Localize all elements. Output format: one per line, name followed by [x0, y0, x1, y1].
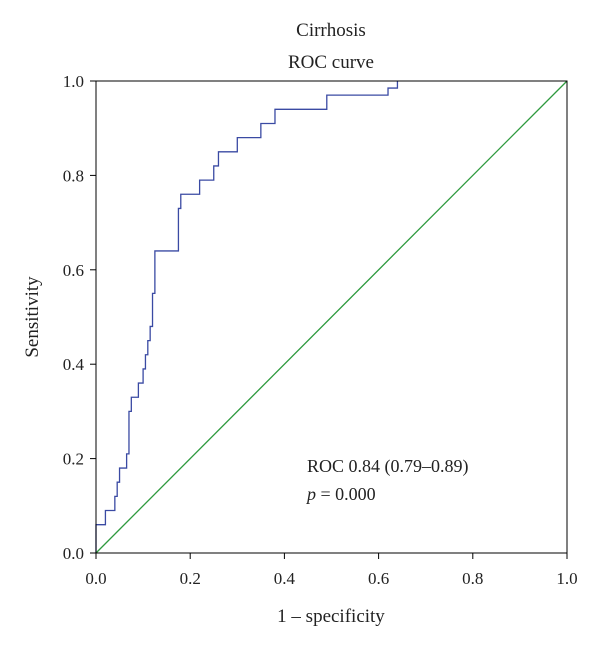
chart-subtitle: ROC curve — [288, 52, 374, 73]
x-tick-label: 0.2 — [180, 569, 201, 588]
y-tick-label: 1.0 — [63, 72, 84, 91]
x-tick-label: 0.6 — [368, 569, 389, 588]
x-tick-label: 0.0 — [85, 569, 106, 588]
x-tick-label: 1.0 — [556, 569, 577, 588]
y-axis-title: Sensitivity — [22, 276, 43, 358]
p-value-annotation: p = 0.000 — [305, 484, 376, 504]
auc-annotation: ROC 0.84 (0.79–0.89) — [307, 456, 469, 477]
p-value-text: = 0.000 — [316, 484, 376, 504]
x-axis-title: 1 – specificity — [277, 606, 385, 627]
y-tick-label: 0.8 — [63, 166, 84, 185]
y-tick-label: 0.6 — [63, 261, 84, 280]
x-tick-label: 0.4 — [274, 569, 296, 588]
y-axis: 0.0 0.2 0.4 0.6 0.8 1.0 — [63, 72, 96, 563]
x-tick-label: 0.8 — [462, 569, 483, 588]
plot-area — [95, 80, 568, 554]
plot-frame — [95, 80, 568, 554]
p-symbol: p — [305, 484, 316, 504]
roc-curve-line — [95, 81, 399, 553]
y-tick-label: 0.0 — [63, 544, 84, 563]
y-tick-label: 0.4 — [63, 355, 85, 374]
y-tick-label: 0.2 — [63, 450, 84, 469]
reference-diagonal-line — [95, 80, 568, 554]
x-axis: 0.0 0.2 0.4 0.6 0.8 1.0 — [85, 553, 578, 588]
chart-title: Cirrhosis — [296, 20, 366, 41]
